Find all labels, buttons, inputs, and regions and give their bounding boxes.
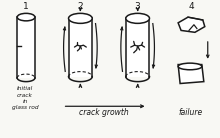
Text: crack growth: crack growth bbox=[79, 108, 129, 117]
Polygon shape bbox=[178, 65, 204, 83]
Ellipse shape bbox=[178, 63, 202, 70]
Text: 1: 1 bbox=[23, 2, 29, 11]
Ellipse shape bbox=[69, 13, 92, 23]
Polygon shape bbox=[69, 18, 92, 77]
Ellipse shape bbox=[126, 13, 150, 23]
Text: 2: 2 bbox=[78, 2, 83, 11]
Text: failure: failure bbox=[179, 108, 203, 117]
Text: 4: 4 bbox=[188, 2, 194, 11]
Text: Initial
crack
in
glass rod: Initial crack in glass rod bbox=[12, 86, 38, 110]
Polygon shape bbox=[17, 17, 35, 78]
Text: 3: 3 bbox=[135, 2, 141, 11]
Polygon shape bbox=[178, 17, 205, 32]
Ellipse shape bbox=[17, 13, 35, 21]
Polygon shape bbox=[126, 18, 150, 77]
